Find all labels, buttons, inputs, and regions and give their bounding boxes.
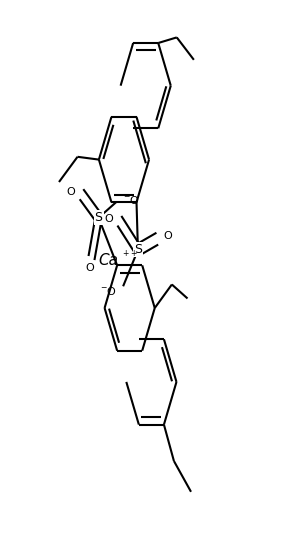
Text: $^{++}$: $^{++}$ <box>122 249 138 259</box>
Text: O: O <box>86 263 94 273</box>
Text: Ca: Ca <box>98 253 118 268</box>
Text: $^{-}$O: $^{-}$O <box>123 194 140 206</box>
Text: O: O <box>66 187 75 197</box>
Text: O: O <box>104 213 113 223</box>
Text: O: O <box>164 231 172 241</box>
Text: S: S <box>134 244 142 256</box>
Text: S: S <box>95 211 103 224</box>
Text: $^{-}$O: $^{-}$O <box>100 284 117 297</box>
